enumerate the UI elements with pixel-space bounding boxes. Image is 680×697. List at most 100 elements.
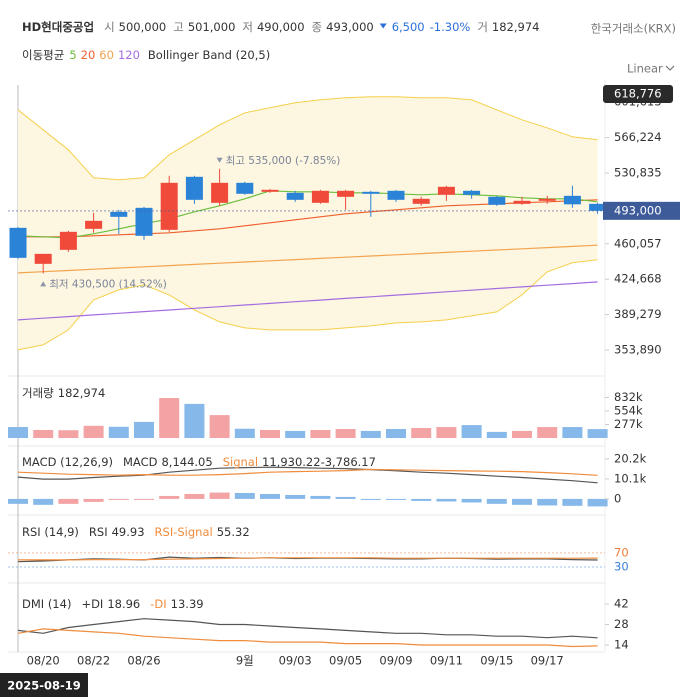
rsi-signal-value: 55.32 <box>217 525 250 539</box>
bar <box>436 427 457 438</box>
y-tick-label: 353,890 <box>614 342 662 356</box>
rsi-title: RSI (14,9) <box>22 525 79 539</box>
bar <box>562 498 583 506</box>
bar <box>184 403 205 438</box>
bar <box>209 415 230 438</box>
x-tick-label: 9월 <box>236 654 254 668</box>
bar <box>83 498 104 502</box>
hist-value: -3,786.17 <box>321 455 376 469</box>
bar <box>8 427 28 438</box>
change-arrow <box>379 23 387 29</box>
x-tick-label: 09/05 <box>329 654 362 668</box>
bar <box>33 429 54 438</box>
volume-label: 거 <box>477 20 488 34</box>
candle-body <box>85 220 103 229</box>
y-tick-label: 20.2k <box>614 451 647 465</box>
bar <box>486 498 507 504</box>
band-upper <box>17 96 598 181</box>
open: 500,000 <box>119 20 167 34</box>
bar <box>310 495 331 499</box>
last-price-box <box>603 201 680 220</box>
bar <box>436 498 457 502</box>
x-tick-label: 09/15 <box>480 654 513 668</box>
bar <box>587 429 608 438</box>
bar <box>310 429 331 438</box>
bar <box>486 431 507 438</box>
bar <box>159 398 180 438</box>
candle-body <box>311 190 329 203</box>
y-tick-label: 30 <box>614 559 629 573</box>
signal-name: Signal <box>223 455 258 469</box>
band-lower <box>17 259 598 351</box>
bar <box>411 498 432 501</box>
y-tick-label: 460,057 <box>614 236 662 250</box>
candle-body <box>412 198 430 204</box>
bar <box>108 426 129 438</box>
candle-body <box>110 211 128 217</box>
open-label: 시 <box>104 20 115 34</box>
plot: 최고 535,000 (-7.85%) 최저 430,500 (14.52%) 35… <box>8 80 680 668</box>
y-tick-label: 42 <box>614 597 629 611</box>
bar <box>83 425 104 438</box>
bar <box>58 498 79 504</box>
macd-title: MACD (12,26,9) <box>22 455 113 469</box>
scale-button[interactable]: Linear <box>627 62 663 76</box>
pdi-value: 18.96 <box>107 597 140 611</box>
candle-body <box>337 190 355 197</box>
range-marker-box <box>603 85 673 103</box>
bar <box>184 493 205 499</box>
crosshair-date: 2025-08-19 <box>7 679 81 693</box>
candle-body <box>589 203 607 211</box>
candle-body <box>261 189 279 192</box>
x-tick-label: 09/17 <box>531 654 564 668</box>
x-tick-label: 08/26 <box>127 654 160 668</box>
bar <box>134 498 154 500</box>
y-tick-label: 530,835 <box>614 165 662 179</box>
rsi-name: RSI <box>89 525 108 539</box>
line <box>17 466 598 484</box>
change-pct: -1.30% <box>430 20 471 34</box>
rsi-signal-name: RSI-Signal <box>155 525 213 539</box>
candle-body <box>135 207 153 236</box>
mdi-value: 13.39 <box>171 597 204 611</box>
header: HD현대중공업 시 500,000 고 501,000 저 490,000 종 493,000 6… <box>22 20 539 34</box>
candle-body <box>362 191 380 194</box>
crosshair-date-box <box>0 673 88 697</box>
y-tick-label: 389,279 <box>614 307 662 321</box>
candle-body <box>286 192 304 200</box>
max-arrow <box>216 157 223 163</box>
max-label: 최고 535,000 (-7.85%) <box>226 155 341 167</box>
x-tick-label: 08/20 <box>27 654 60 668</box>
macd-name: MACD <box>123 455 158 469</box>
bar <box>512 430 532 438</box>
bar <box>33 498 54 505</box>
bar <box>537 427 558 438</box>
volume-name: 거래량 <box>22 386 54 400</box>
bar <box>58 430 79 438</box>
y-tick-label: 10.1k <box>614 471 647 485</box>
line <box>17 244 598 274</box>
x-tick-label: 08/22 <box>77 654 110 668</box>
min-label: 최저 430,500 (14.52%) <box>49 278 167 290</box>
exchange: 한국거래소(KRX) <box>591 22 676 36</box>
x-tick-label: 09/03 <box>279 654 312 668</box>
ma-legend-item: 60 <box>99 48 114 62</box>
y-tick-label: 14 <box>614 638 629 652</box>
x-tick-label: 09/11 <box>430 654 463 668</box>
line <box>17 628 598 648</box>
stock-name: HD현대중공업 <box>22 20 94 34</box>
chevron <box>665 65 675 71</box>
close: 493,000 <box>326 20 374 34</box>
range-marker-label: 618,776 <box>614 87 662 101</box>
dmi-legend: DMI (14) +DI 18.96 -DI 13.39 <box>22 597 204 611</box>
bar <box>537 498 558 506</box>
rsi-value: 49.93 <box>112 525 145 539</box>
bar <box>134 421 154 438</box>
signal-value: 11,930.22 <box>262 455 321 469</box>
macd-legend: MACD (12,26,9) MACD 8,144.05 Signal 11,930.2… <box>22 455 376 469</box>
pdi-name: +DI <box>81 597 103 611</box>
y-tick-label: 832k <box>614 390 643 404</box>
bar <box>260 493 280 499</box>
bb-legend: Bollinger Band (20,5) <box>148 48 270 62</box>
